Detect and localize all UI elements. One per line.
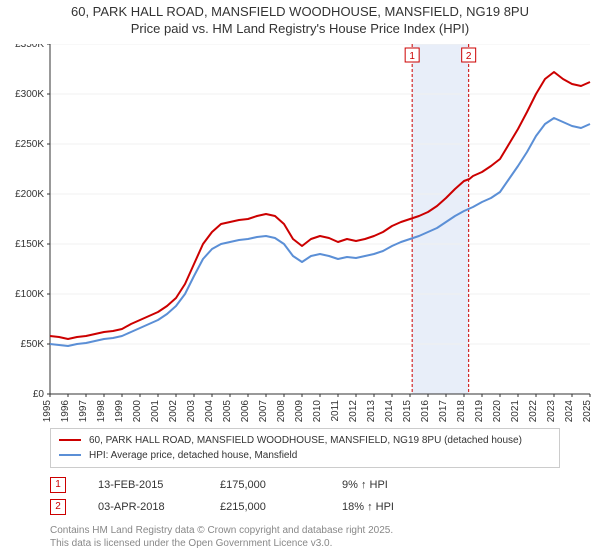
svg-text:2019: 2019 xyxy=(474,399,485,422)
footer: Contains HM Land Registry data © Crown c… xyxy=(50,524,560,550)
sale-price: £175,000 xyxy=(220,479,310,491)
svg-text:2008: 2008 xyxy=(276,399,287,422)
sale-row: 2 03-APR-2018 £215,000 18% ↑ HPI xyxy=(50,496,560,518)
svg-text:£150K: £150K xyxy=(15,239,44,250)
svg-text:1996: 1996 xyxy=(60,399,71,422)
title-line-1: 60, PARK HALL ROAD, MANSFIELD WOODHOUSE,… xyxy=(10,4,590,21)
svg-text:2: 2 xyxy=(466,51,472,62)
footer-line-1: Contains HM Land Registry data © Crown c… xyxy=(50,524,560,537)
svg-text:2005: 2005 xyxy=(222,399,233,422)
svg-text:£200K: £200K xyxy=(15,189,44,200)
sale-date: 13-FEB-2015 xyxy=(98,479,188,491)
svg-text:1999: 1999 xyxy=(114,399,125,422)
svg-text:2013: 2013 xyxy=(366,399,377,422)
svg-text:2023: 2023 xyxy=(546,399,557,422)
svg-text:2021: 2021 xyxy=(510,399,521,422)
svg-text:2016: 2016 xyxy=(420,399,431,422)
legend-label: 60, PARK HALL ROAD, MANSFIELD WOODHOUSE,… xyxy=(89,433,522,448)
legend: 60, PARK HALL ROAD, MANSFIELD WOODHOUSE,… xyxy=(50,428,560,468)
sale-diff: 9% ↑ HPI xyxy=(342,479,432,491)
svg-text:£250K: £250K xyxy=(15,139,44,150)
svg-text:2015: 2015 xyxy=(402,399,413,422)
svg-text:£300K: £300K xyxy=(15,89,44,100)
svg-text:£0: £0 xyxy=(33,389,45,400)
footer-line-2: This data is licensed under the Open Gov… xyxy=(50,537,560,550)
svg-text:2009: 2009 xyxy=(294,399,305,422)
svg-text:£350K: £350K xyxy=(15,44,44,50)
chart-title: 60, PARK HALL ROAD, MANSFIELD WOODHOUSE,… xyxy=(0,0,600,44)
legend-swatch xyxy=(59,439,81,441)
svg-text:2010: 2010 xyxy=(312,399,323,422)
svg-text:2025: 2025 xyxy=(582,399,593,422)
svg-text:2006: 2006 xyxy=(240,399,251,422)
svg-text:2000: 2000 xyxy=(132,399,143,422)
line-chart: £0 £50K £100K £150K £200K £250K £300K £350K 1995… xyxy=(0,44,600,424)
svg-text:£100K: £100K xyxy=(15,289,44,300)
svg-text:2002: 2002 xyxy=(168,399,179,422)
legend-item: 60, PARK HALL ROAD, MANSFIELD WOODHOUSE,… xyxy=(59,433,551,448)
sale-diff: 18% ↑ HPI xyxy=(342,501,432,513)
svg-text:2011: 2011 xyxy=(330,399,341,421)
chart-area: £0 £50K £100K £150K £200K £250K £300K £350K 1995… xyxy=(0,44,600,424)
legend-swatch xyxy=(59,454,81,456)
svg-text:1997: 1997 xyxy=(78,399,89,422)
svg-text:2004: 2004 xyxy=(204,399,215,422)
sale-date: 03-APR-2018 xyxy=(98,501,188,513)
sales-table: 1 13-FEB-2015 £175,000 9% ↑ HPI 2 03-APR-2018… xyxy=(50,474,560,518)
sale-marker: 1 xyxy=(50,477,66,493)
svg-text:2020: 2020 xyxy=(492,399,503,422)
sale-marker: 2 xyxy=(50,499,66,515)
title-line-2: Price paid vs. HM Land Registry's House … xyxy=(10,21,590,38)
svg-text:2024: 2024 xyxy=(564,399,575,422)
svg-text:1: 1 xyxy=(409,51,415,62)
sale-price: £215,000 xyxy=(220,501,310,513)
svg-text:2003: 2003 xyxy=(186,399,197,422)
svg-text:2018: 2018 xyxy=(456,399,467,422)
sale-row: 1 13-FEB-2015 £175,000 9% ↑ HPI xyxy=(50,474,560,496)
svg-text:2017: 2017 xyxy=(438,399,449,422)
svg-text:2001: 2001 xyxy=(150,399,161,422)
legend-item: HPI: Average price, detached house, Mans… xyxy=(59,448,551,463)
svg-text:2007: 2007 xyxy=(258,399,269,422)
svg-text:2012: 2012 xyxy=(348,399,359,422)
svg-text:£50K: £50K xyxy=(21,339,45,350)
legend-label: HPI: Average price, detached house, Mans… xyxy=(89,448,297,463)
svg-text:2014: 2014 xyxy=(384,399,395,422)
svg-text:1998: 1998 xyxy=(96,399,107,422)
svg-text:2022: 2022 xyxy=(528,399,539,422)
svg-text:1995: 1995 xyxy=(42,399,53,422)
